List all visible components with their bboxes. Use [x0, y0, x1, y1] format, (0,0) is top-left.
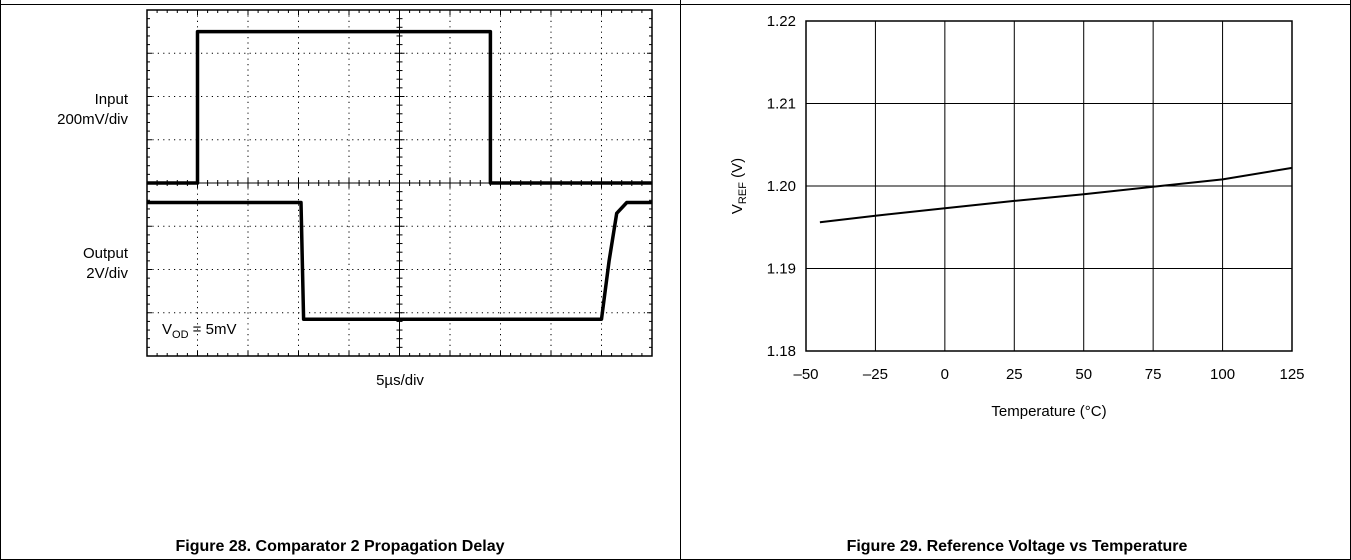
x-tick-label: –25	[863, 366, 888, 383]
y-label-sub: REF	[737, 182, 749, 204]
vref-grid	[805, 20, 1293, 352]
x-tick-label: 75	[1145, 366, 1162, 383]
input-scale-label: 200mV/div	[57, 111, 128, 128]
overdrive-symbol: V	[162, 321, 172, 338]
output-trace	[147, 200, 652, 321]
vref-chart: 1.18 1.19 1.20 1.21 1.22 –50 –25 0 25 50 75 100 125	[767, 13, 1305, 383]
x-tick-label: 125	[1279, 366, 1304, 383]
overdrive-value: = 5mV	[189, 321, 237, 338]
x-tick-label: –50	[793, 366, 818, 383]
vref-x-axis-label: Temperature (°C)	[991, 403, 1106, 420]
y-label-main: V	[729, 204, 746, 214]
y-tick-label: 1.22	[767, 13, 796, 30]
y-label-unit: (V)	[729, 158, 746, 182]
x-tick-label: 25	[1006, 366, 1023, 383]
x-tick-label: 100	[1210, 366, 1235, 383]
vref-x-tick-labels: –50 –25 0 25 50 75 100 125	[793, 366, 1304, 383]
input-trace	[147, 29, 652, 185]
timebase-label: 5µs/div	[376, 372, 424, 389]
vref-plot-frame	[805, 20, 1293, 352]
y-tick-label: 1.21	[767, 96, 796, 113]
y-tick-label: 1.18	[767, 343, 796, 360]
overdrive-annotation: VOD = 5mV	[162, 321, 236, 341]
vref-line	[819, 166, 1293, 224]
vref-y-tick-labels: 1.18 1.19 1.20 1.21 1.22	[767, 13, 796, 360]
figure-29-caption: Figure 29. Reference Voltage vs Temperat…	[847, 538, 1188, 555]
scope-plot	[146, 9, 653, 357]
vref-series	[819, 166, 1293, 224]
output-scale-label: 2V/div	[86, 265, 128, 282]
input-channel-label: Input	[95, 91, 129, 108]
y-tick-label: 1.20	[767, 178, 796, 195]
overdrive-subscript: OD	[172, 329, 189, 341]
y-tick-label: 1.19	[767, 261, 796, 278]
x-tick-label: 50	[1075, 366, 1092, 383]
x-tick-label: 0	[941, 366, 949, 383]
vref-y-axis-label: VREF (V)	[729, 158, 749, 214]
scope-traces	[147, 29, 652, 321]
output-channel-label: Output	[83, 245, 129, 262]
figure-28-caption: Figure 28. Comparator 2 Propagation Dela…	[176, 538, 505, 555]
